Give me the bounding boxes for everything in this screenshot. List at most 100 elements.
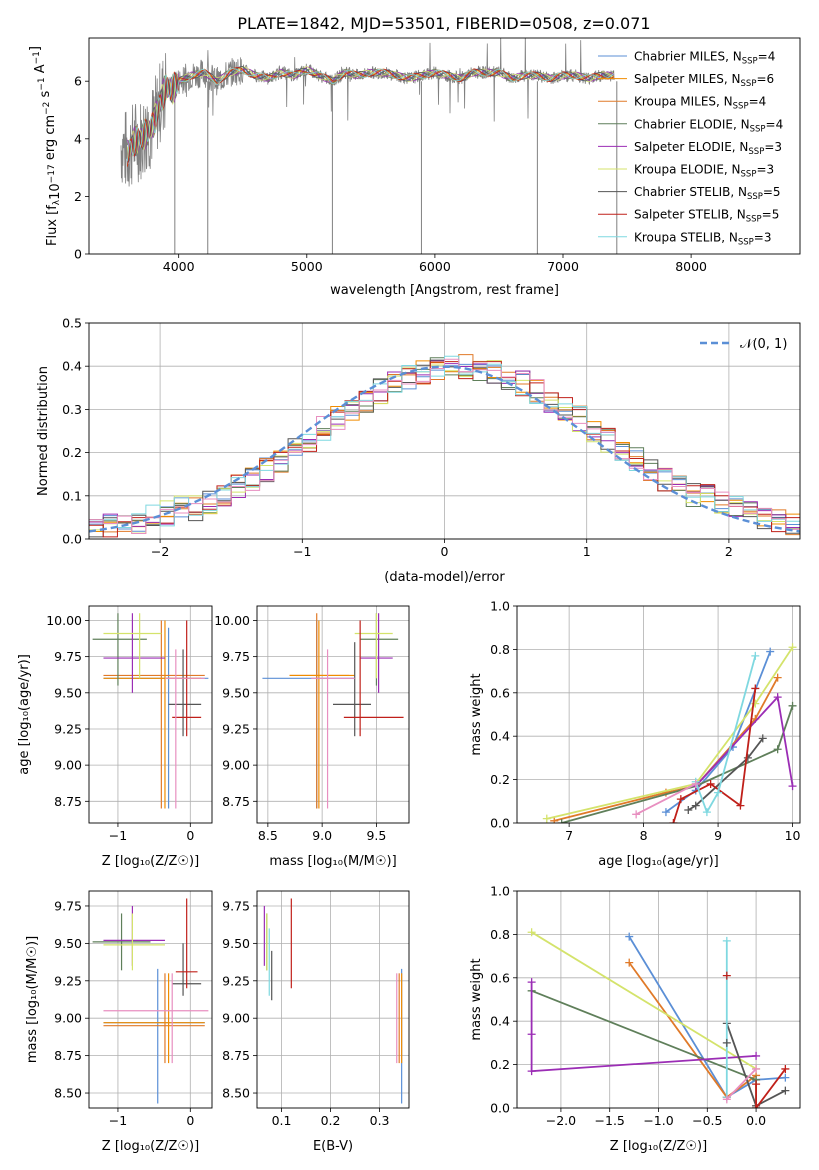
x-tick-label: −1	[109, 1113, 127, 1128]
point-marker	[788, 782, 797, 791]
series-9	[722, 1064, 761, 1104]
axes-frame	[88, 37, 801, 255]
point-1	[262, 620, 355, 809]
axes-frame	[88, 322, 801, 540]
point-marker	[722, 936, 731, 945]
y-tick-label: 0.6	[490, 970, 510, 985]
legend-label: 𝒩(0, 1)	[740, 337, 787, 352]
x-tick-label: 7000	[547, 259, 579, 274]
normal-curve	[89, 365, 800, 533]
y-tick-label: 8.50	[54, 1086, 82, 1101]
point-8	[175, 898, 198, 989]
y-tick-label: 4	[74, 131, 82, 146]
y-tick-label: 0.4	[490, 729, 510, 744]
x-tick-label: 8000	[675, 259, 707, 274]
x-tick-label: −2.0	[546, 1113, 576, 1128]
extra-marker	[722, 1038, 731, 1047]
histogram-10	[89, 358, 800, 535]
point-marker	[736, 801, 745, 810]
series-9	[632, 779, 700, 819]
point-9	[103, 973, 209, 1064]
y-tick-label: 2	[74, 189, 82, 204]
x-axis-label: wavelength [Angstrom, rest frame]	[330, 283, 559, 298]
weight-line	[530, 982, 757, 1073]
y-tick-label: 0.2	[62, 445, 82, 460]
x-tick-label: 0	[186, 828, 194, 843]
point-5	[103, 613, 165, 693]
plot-area	[527, 928, 790, 1108]
x-axis-label: E(B-V)	[313, 1139, 353, 1154]
weight-line	[726, 1068, 757, 1100]
x-tick-label: 0.0	[746, 1113, 766, 1128]
weight-line	[672, 688, 757, 823]
x-tick-label: −0.5	[692, 1113, 722, 1128]
model-line-9	[126, 68, 615, 162]
model-line-5	[126, 66, 615, 157]
legend-label: Kroupa MILES, NSSP=4	[634, 95, 766, 112]
y-tick-label: 9.25	[222, 973, 250, 988]
y-axis-label: mass weight	[469, 673, 484, 755]
legend-label: Kroupa STELIB, NSSP=3	[634, 230, 772, 247]
y-tick-label: 9.25	[222, 721, 250, 736]
point-marker	[758, 734, 767, 743]
y-tick-label: 1.0	[490, 599, 510, 614]
x-tick-label: −1.0	[643, 1113, 673, 1128]
axes-frame	[88, 890, 213, 1109]
y-tick-label: 8.75	[222, 794, 250, 809]
x-tick-label: −1.5	[595, 1113, 625, 1128]
weight-line	[694, 655, 757, 815]
point-marker	[752, 1104, 761, 1108]
point-marker	[752, 1064, 761, 1073]
weight-line	[531, 931, 757, 1070]
legend-label: Salpeter MILES, NSSP=6	[634, 72, 774, 89]
point-marker	[788, 701, 797, 710]
x-tick-label: 10	[785, 828, 801, 843]
y-axis-label: mass weight	[469, 958, 484, 1040]
point-marker	[669, 819, 678, 823]
plot-area	[542, 643, 797, 823]
point-marker	[527, 1067, 536, 1076]
y-tick-label: 9.00	[222, 758, 250, 773]
weight-line	[628, 936, 786, 1099]
point-marker	[752, 1080, 761, 1089]
model-line-3	[126, 68, 615, 158]
y-tick-label: 0.5	[62, 316, 82, 331]
x-tick-label: 9	[714, 828, 722, 843]
x-tick-label: 8	[640, 828, 648, 843]
x-tick-label: 1	[583, 544, 591, 559]
legend-label: Kroupa ELODIE, NSSP=3	[634, 163, 774, 180]
y-tick-label: 0.8	[490, 927, 510, 942]
weight-line	[687, 737, 764, 811]
x-axis-label: Z [log₁₀(Z/Z☉)]	[610, 1139, 707, 1154]
point-marker	[527, 1030, 536, 1039]
point-marker	[766, 647, 775, 656]
y-tick-label: 1.0	[490, 884, 510, 899]
model-line-4	[126, 68, 615, 156]
plot-area	[92, 898, 209, 1104]
point-2	[103, 973, 205, 1064]
weight-line	[635, 783, 697, 816]
y-tick-label: 0.8	[490, 642, 510, 657]
y-tick-label: 9.50	[222, 936, 250, 951]
legend-label: Chabrier MILES, NSSP=4	[634, 50, 775, 67]
y-tick-label: 8.50	[222, 1086, 250, 1101]
x-axis-label: Z [log₁₀(Z/Z☉)]	[102, 1139, 199, 1154]
x-axis-label: Z [log₁₀(Z/Z☉)]	[102, 854, 199, 869]
chart-weight_vs_age: 7 8 9 10 0.0 0.2 0.4 0.6 0.8 1.0 age [log₁₀(age/yr…	[469, 599, 801, 870]
y-tick-label: 0.0	[62, 532, 82, 547]
x-axis-label: mass [log₁₀(M/M☉)]	[269, 854, 396, 869]
y-tick-label: 0.4	[490, 1014, 510, 1029]
axes-frame	[516, 890, 801, 1109]
series-7	[669, 684, 760, 823]
series-8	[722, 936, 731, 1102]
figure-title: PLATE=1842, MJD=53501, FIBERID=0508, z=0…	[237, 14, 650, 33]
y-tick-label: 9.00	[54, 758, 82, 773]
point-6	[103, 613, 162, 679]
chart-age_vs_mass: 8.5 9.0 9.5 8.75 9.00 9.25 9.50 9.75 10.00 mass […	[214, 605, 410, 869]
y-tick-label: 0.1	[62, 488, 82, 503]
model-line-8	[126, 67, 615, 167]
point-5	[103, 905, 165, 966]
x-axis-label: age [log₁₀(age/yr)]	[598, 854, 719, 869]
point-marker	[773, 673, 782, 682]
